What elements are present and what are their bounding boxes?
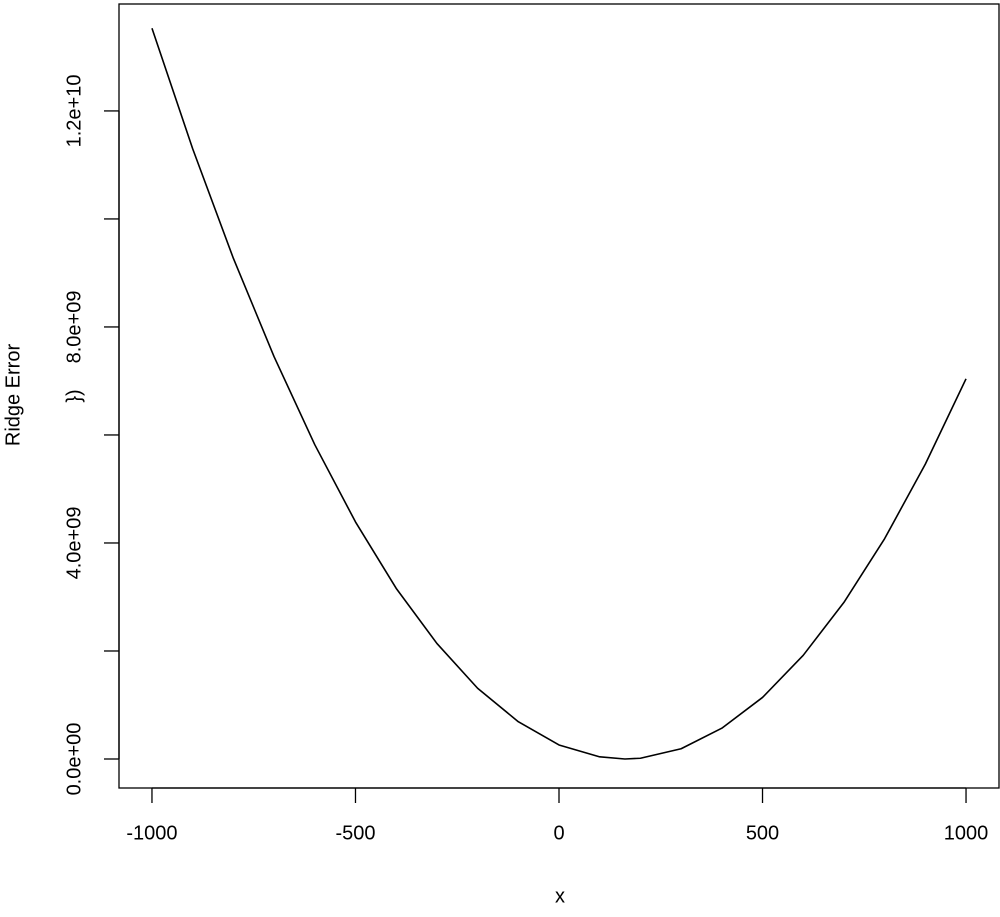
data-line <box>151 28 967 760</box>
x-tick-label: 1000 <box>944 822 989 844</box>
x-tick-label: -1000 <box>126 822 177 844</box>
annotation: }) <box>63 389 85 402</box>
x-tick-label: 0 <box>553 822 564 844</box>
y-axis-label: Ridge Error <box>2 344 24 447</box>
x-tick-label: 500 <box>746 822 779 844</box>
y-tick-label: 4.0e+09 <box>63 507 85 580</box>
plot-frame <box>118 3 1000 789</box>
x-axis-label: x <box>555 885 565 907</box>
y-tick-label: 0.0e+00 <box>63 723 85 796</box>
y-tick-label: 8.0e+09 <box>63 291 85 364</box>
x-tick-label: -500 <box>335 822 375 844</box>
y-tick-label: 1.2e+10 <box>63 75 85 148</box>
